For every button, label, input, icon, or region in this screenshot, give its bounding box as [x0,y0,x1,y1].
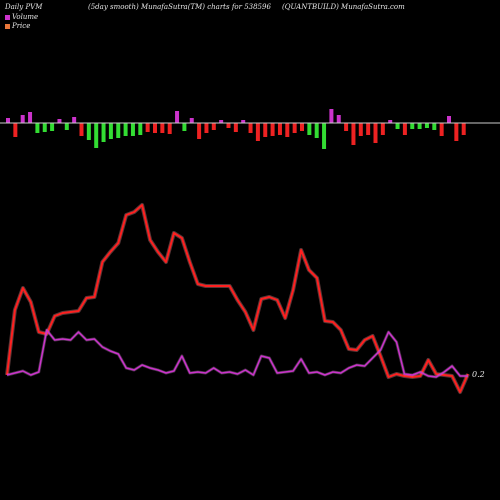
volume-bar [189,118,194,123]
chart-header-left: Daily PVM [5,3,43,11]
volume-bar [395,123,400,129]
legend-volume-label: Volume [12,13,39,21]
volume-bar [130,123,135,136]
volume-bar [79,123,84,136]
volume-bar [204,123,209,133]
volume-bar [248,123,253,133]
legend-volume: Volume [5,13,38,21]
volume-bar [182,123,187,131]
volume-bar [101,123,106,142]
legend-volume-swatch [5,14,10,20]
end-value-label: 0.2 [472,370,485,379]
volume-line [6,329,468,378]
volume-bar [86,123,91,140]
volume-bar [388,120,393,123]
volume-bar [344,123,349,131]
volume-bar [57,119,62,123]
volume-bar [336,115,341,123]
volume-bar [72,117,77,123]
volume-bar [13,123,18,137]
volume-bar [233,123,238,132]
volume-bar [358,123,363,136]
volume-bar [35,123,40,133]
volume-bar [123,123,128,136]
legend-price: Price [5,22,30,30]
volume-bar [270,123,275,136]
volume-bar [160,123,165,133]
volume-bar [42,123,47,132]
volume-bar [329,109,334,123]
volume-bar [373,123,378,143]
volume-bar [145,123,150,132]
volume-bar [175,111,180,123]
volume-bar [20,115,25,123]
volume-bar [292,123,297,133]
volume-bar [417,123,422,129]
volume-bar [6,118,10,123]
volume-bar [28,112,33,123]
legend-price-swatch [5,23,10,29]
volume-bar [366,123,371,135]
volume-bar [454,123,459,141]
chart-header-right: (QUANTBUILD) MunafaSutra.com [282,3,405,11]
volume-bar [263,123,268,137]
volume-bar [241,120,246,123]
volume-bar [138,123,143,135]
volume-bar [94,123,99,148]
volume-bar [307,123,312,135]
volume-bar [461,123,466,135]
legend-price-label: Price [12,22,31,30]
volume-bar [447,116,451,123]
volume-bar [300,123,304,131]
chart-header-center: (5day smooth) MunafaSutra(TM) charts for… [88,3,271,11]
volume-bar [50,123,55,131]
volume-bar [167,123,172,134]
volume-bar [116,123,121,138]
volume-bar [277,123,282,135]
volume-bar [108,123,113,139]
volume-bar [64,123,69,130]
volume-bar [314,123,319,138]
volume-bar [432,123,437,130]
volume-bar [211,123,216,130]
price-line [6,204,469,393]
volume-bar [226,123,231,128]
volume-bar [410,123,415,129]
volume-bar [197,123,202,139]
volume-bar [380,123,385,135]
volume-bar [219,120,224,123]
volume-bar [402,123,407,135]
volume-bar [255,123,260,141]
volume-bar [285,123,290,137]
volume-bar [322,123,327,149]
volume-bar [153,123,157,133]
volume-bar [424,123,429,128]
volume-bar [351,123,356,145]
volume-bar [439,123,444,136]
